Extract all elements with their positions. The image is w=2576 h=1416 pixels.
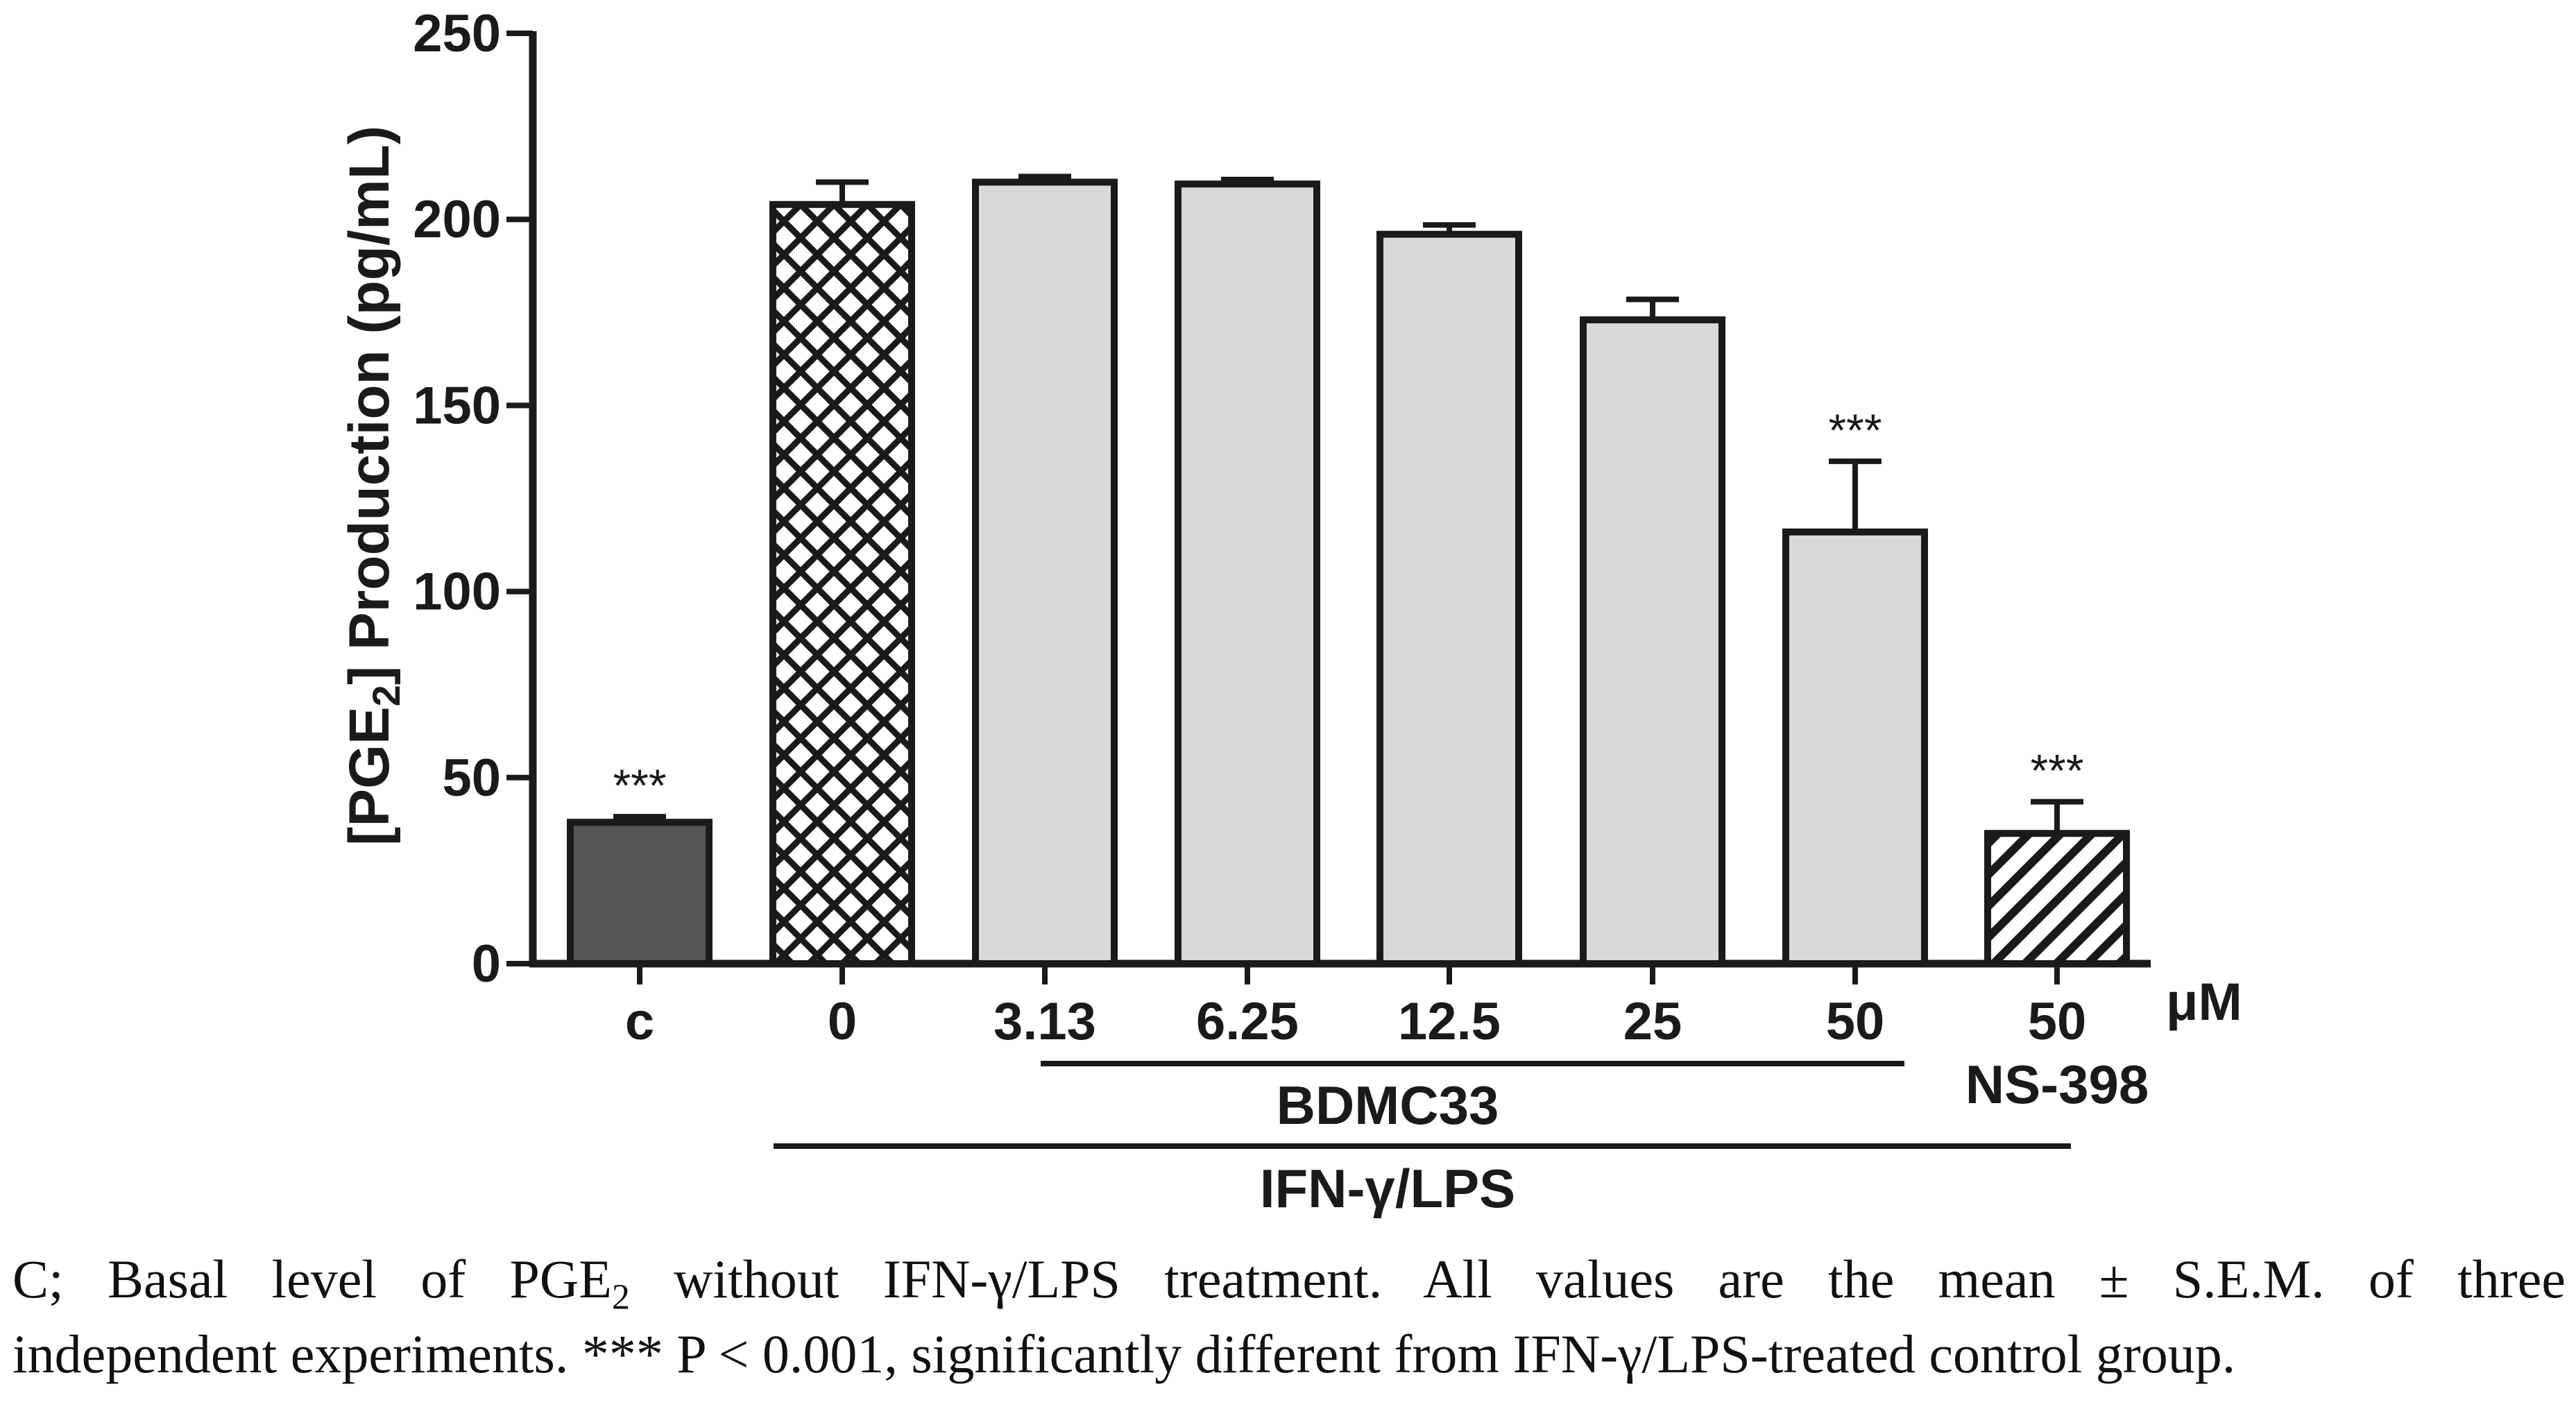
bdmc33-label: BDMC33 xyxy=(1277,1075,1499,1136)
bar-3 xyxy=(1175,180,1320,968)
y-tick-label: 250 xyxy=(413,4,501,63)
bar-4 xyxy=(1376,230,1522,967)
x-tick-label-6: 50 xyxy=(1826,992,1885,1051)
caption-line-1: C; Basal level of PGE2 without IFN-γ/LPS… xyxy=(12,1249,2566,1317)
ns398-label: NS-398 xyxy=(1965,1054,2149,1115)
significance-label-0: *** xyxy=(613,760,666,811)
bars-group: *** *** *** xyxy=(567,173,2130,968)
x-tick-label-0: c xyxy=(625,992,654,1051)
figure-caption: C; Basal level of PGE2 without IFN-γ/LPS… xyxy=(12,1242,2566,1392)
bar-1 xyxy=(769,201,915,967)
bar-2 xyxy=(972,178,1118,967)
y-tick-label: 0 xyxy=(472,935,501,993)
caption-subscript: 2 xyxy=(611,1277,630,1317)
bar-0 xyxy=(567,819,713,967)
y-tick-label: 150 xyxy=(413,376,501,435)
y-tick-label: 50 xyxy=(442,749,501,808)
caption-line-2: independent experiments. *** P < 0.001, … xyxy=(12,1324,2236,1384)
ifn-lps-label: IFN-γ/LPS xyxy=(1260,1158,1515,1219)
bar-6 xyxy=(1782,528,1928,967)
y-axis-title-subscript: 2 xyxy=(364,685,408,706)
bar-5 xyxy=(1580,316,1725,967)
x-tick-label-5: 25 xyxy=(1623,992,1682,1051)
y-axis-title-rest: ] Production (pg/mL) xyxy=(338,126,401,685)
significance-label-6: *** xyxy=(1828,404,1882,456)
x-tick-label-7: 50 xyxy=(2028,992,2087,1051)
x-tick-label-3: 6.25 xyxy=(1196,992,1299,1051)
significance-label-7: *** xyxy=(2030,745,2083,796)
x-tick-label-4: 12.5 xyxy=(1398,992,1501,1051)
x-tick-label-1: 0 xyxy=(828,992,857,1051)
y-axis-title: [PGE2] Production (pg/mL) xyxy=(338,126,408,846)
x-tick-label-2: 3.13 xyxy=(993,992,1096,1051)
x-tick-labels: c 0 3.13 6.25 12.5 25 50 50 xyxy=(625,964,2086,1051)
y-tick-label: 200 xyxy=(413,190,501,249)
y-tick-label: 100 xyxy=(413,563,501,622)
bar-7 xyxy=(1984,830,2130,968)
unit-label: μM xyxy=(2166,973,2242,1032)
y-axis-ticks: 0 50 100 150 200 250 xyxy=(413,4,533,993)
